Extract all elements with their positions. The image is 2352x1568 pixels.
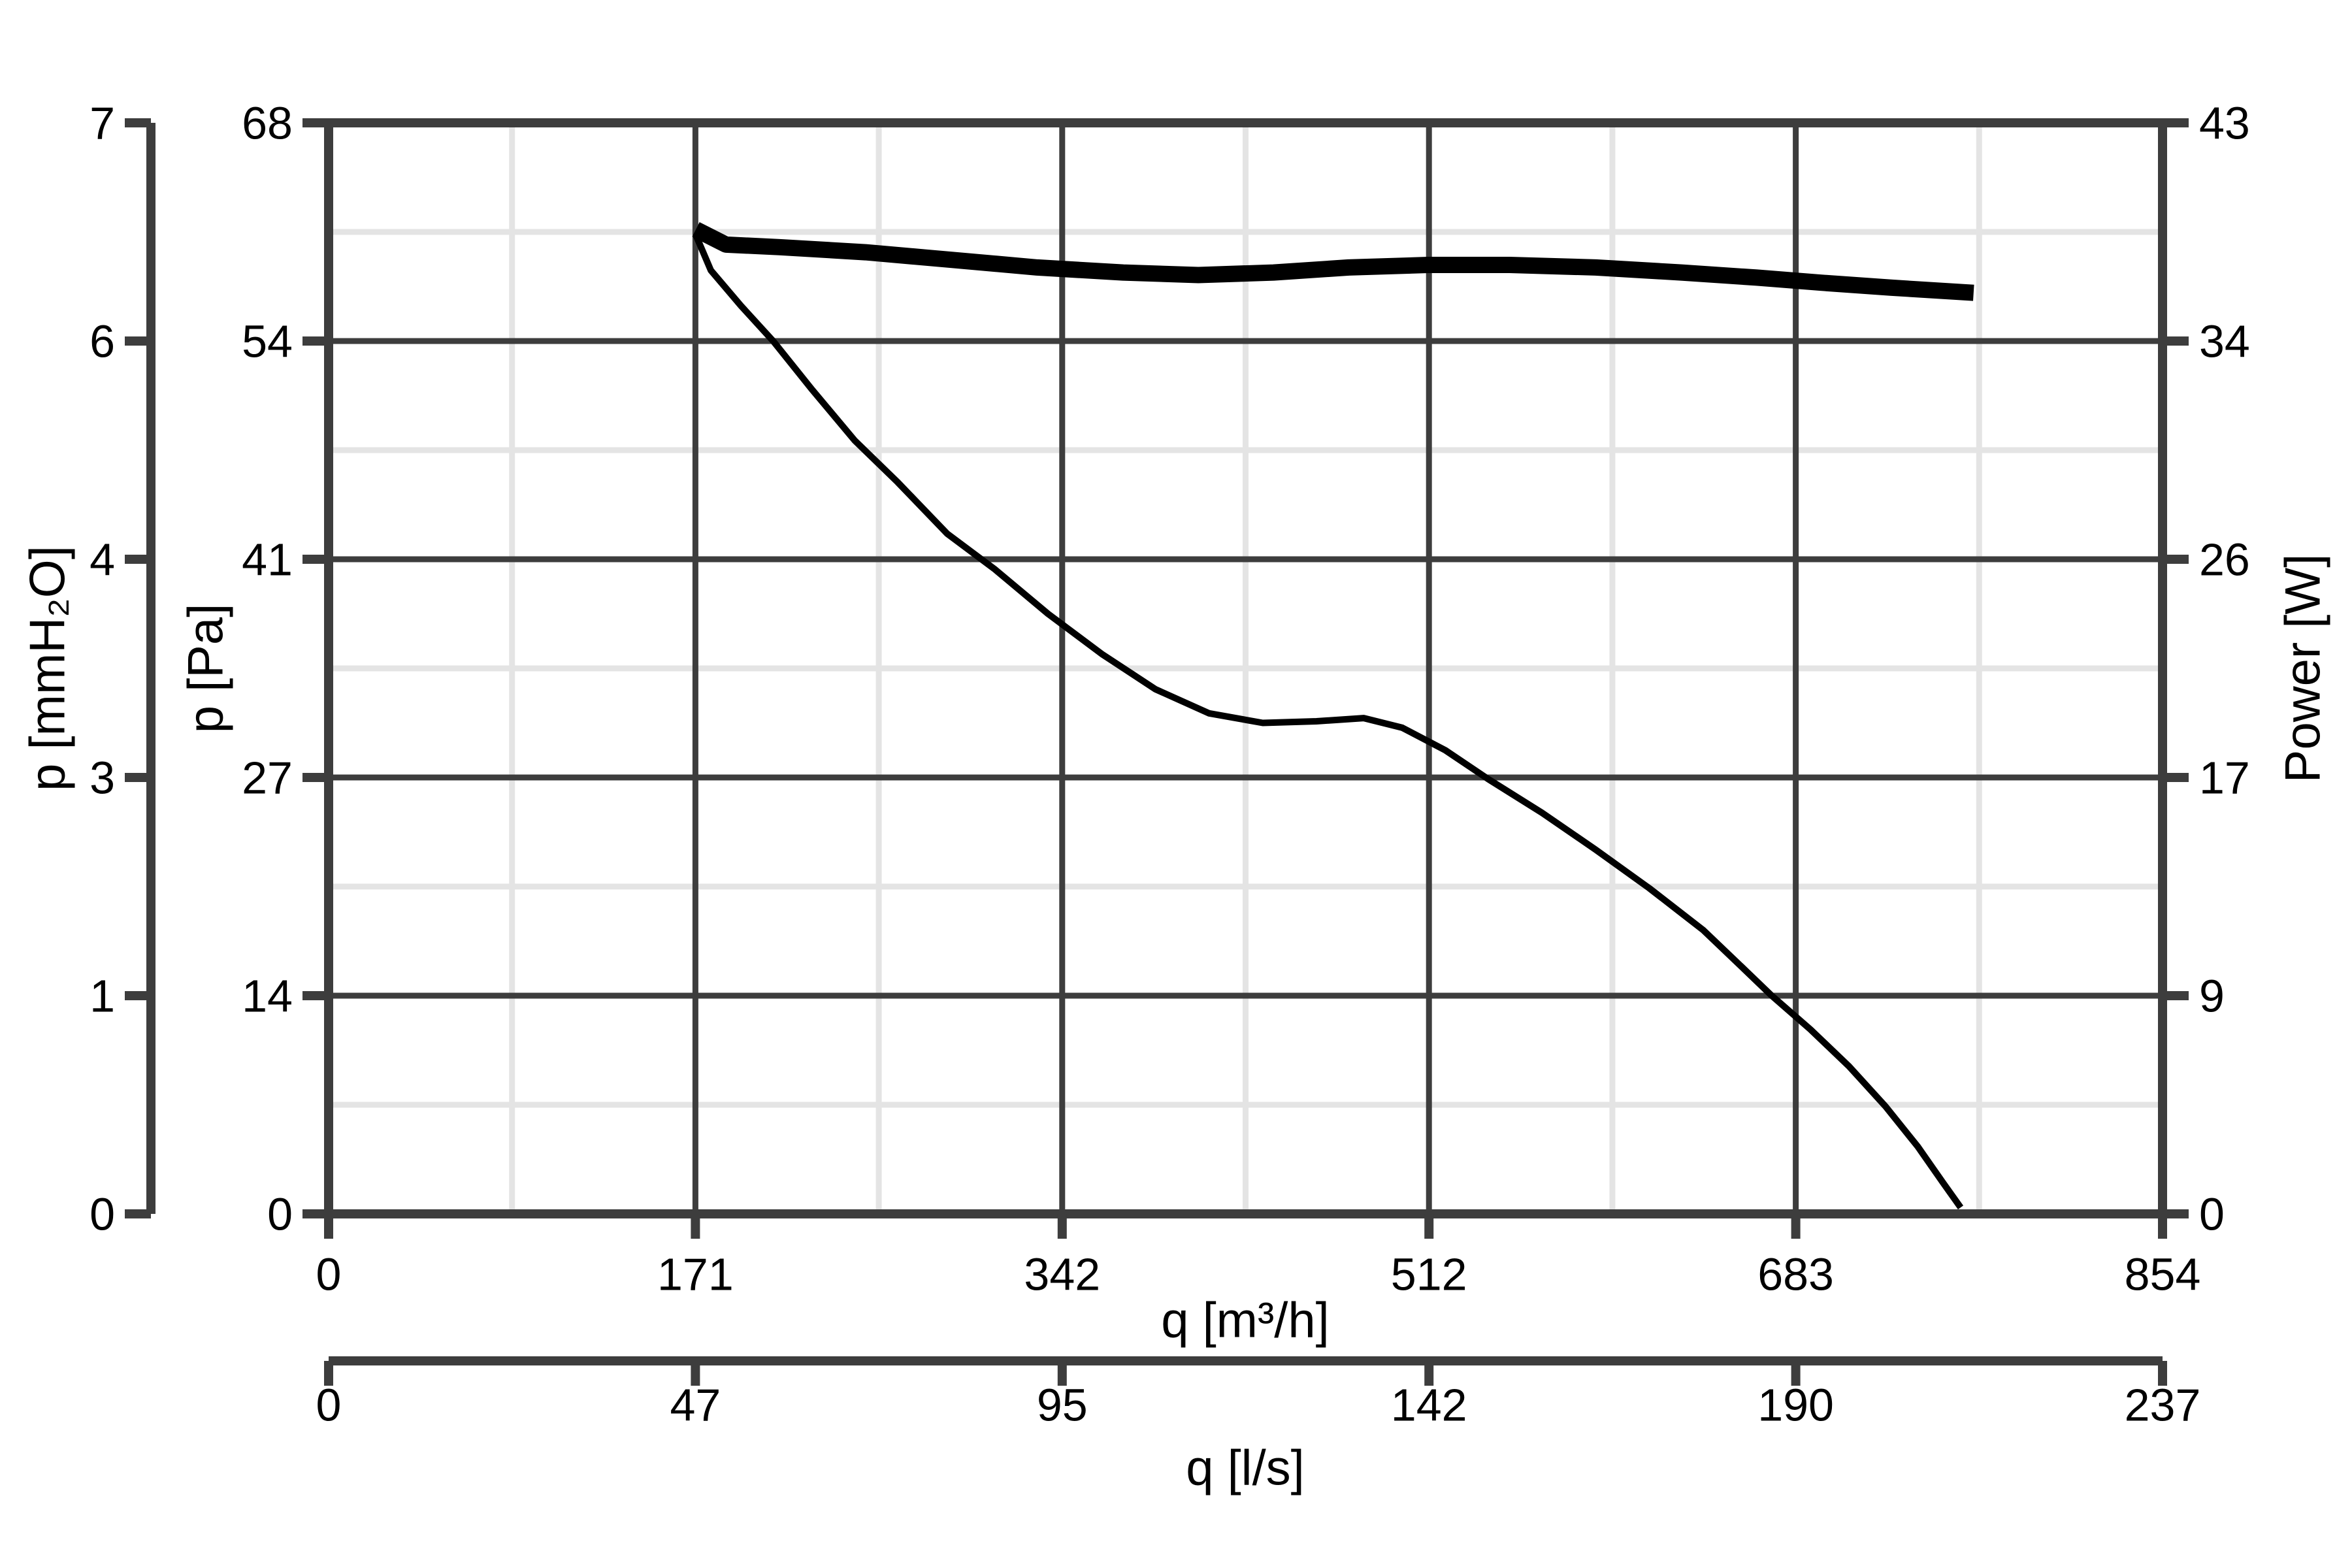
flow-ls-tick-label: 237 bbox=[2125, 1380, 2201, 1431]
power-tick-label: 9 bbox=[2199, 971, 2225, 1022]
flow-ls-tick-label: 47 bbox=[670, 1380, 721, 1431]
pa-tick-label: 14 bbox=[242, 971, 293, 1022]
flow-ls-axis: 0 47 95 142 190 237 bbox=[316, 1356, 2201, 1431]
mmh2o-axis: 7 6 4 3 1 0 bbox=[90, 98, 155, 1240]
pa-axis-title: p [Pa] bbox=[178, 604, 234, 734]
pa-tick-label: 41 bbox=[242, 534, 293, 585]
flow-m3h-tick-label: 854 bbox=[2125, 1249, 2201, 1300]
power-tick-label: 0 bbox=[2199, 1189, 2225, 1240]
plot-border bbox=[324, 118, 2167, 1218]
pa-tick-label: 0 bbox=[267, 1189, 293, 1240]
power-axis: 43 34 26 17 9 0 bbox=[2163, 98, 2250, 1240]
mmh2o-axis-title: p [mmH₂O] bbox=[20, 546, 76, 791]
mmh2o-tick-label: 3 bbox=[90, 753, 115, 804]
flow-m3h-axis: 0 171 342 512 683 854 bbox=[316, 1214, 2201, 1300]
pa-axis: 68 54 41 27 14 0 bbox=[242, 98, 329, 1240]
power-tick-label: 26 bbox=[2199, 534, 2250, 585]
power-tick-label: 43 bbox=[2199, 98, 2250, 149]
mmh2o-tick-label: 6 bbox=[90, 316, 115, 367]
flow-m3h-tick-label: 171 bbox=[657, 1249, 734, 1300]
flow-m3h-tick-label: 512 bbox=[1391, 1249, 1467, 1300]
pressure-curve bbox=[693, 233, 1964, 1210]
mmh2o-tick-label: 0 bbox=[90, 1189, 115, 1240]
mmh2o-tick-label: 7 bbox=[90, 98, 115, 149]
flow-ls-tick-label: 142 bbox=[1391, 1380, 1467, 1431]
power-tick-label: 17 bbox=[2199, 753, 2250, 804]
flow-ls-tick-label: 0 bbox=[316, 1380, 342, 1431]
mmh2o-tick-label: 1 bbox=[90, 971, 115, 1022]
flow-ls-tick-label: 95 bbox=[1037, 1380, 1088, 1431]
flow-ls-axis-title: q [l/s] bbox=[1186, 1441, 1305, 1496]
pa-tick-label: 54 bbox=[242, 316, 293, 367]
plot-frame bbox=[324, 118, 2167, 1218]
flow-m3h-tick-label: 683 bbox=[1757, 1249, 1834, 1300]
flow-m3h-tick-label: 342 bbox=[1024, 1249, 1100, 1300]
flow-ls-tick-label: 190 bbox=[1757, 1380, 1834, 1431]
pa-tick-label: 27 bbox=[242, 753, 293, 804]
power-tick-label: 34 bbox=[2199, 316, 2250, 367]
power-axis-title: Power [W] bbox=[2276, 554, 2331, 783]
mmh2o-tick-label: 4 bbox=[90, 534, 115, 585]
minor-gridlines bbox=[329, 123, 2163, 1214]
flow-m3h-axis-title: q [m³/h] bbox=[1161, 1293, 1330, 1348]
power-curve bbox=[692, 221, 1974, 301]
flow-m3h-tick-label: 0 bbox=[316, 1249, 342, 1300]
curves bbox=[692, 221, 1974, 1210]
pa-tick-label: 68 bbox=[242, 98, 293, 149]
major-gridlines bbox=[329, 123, 2163, 1214]
